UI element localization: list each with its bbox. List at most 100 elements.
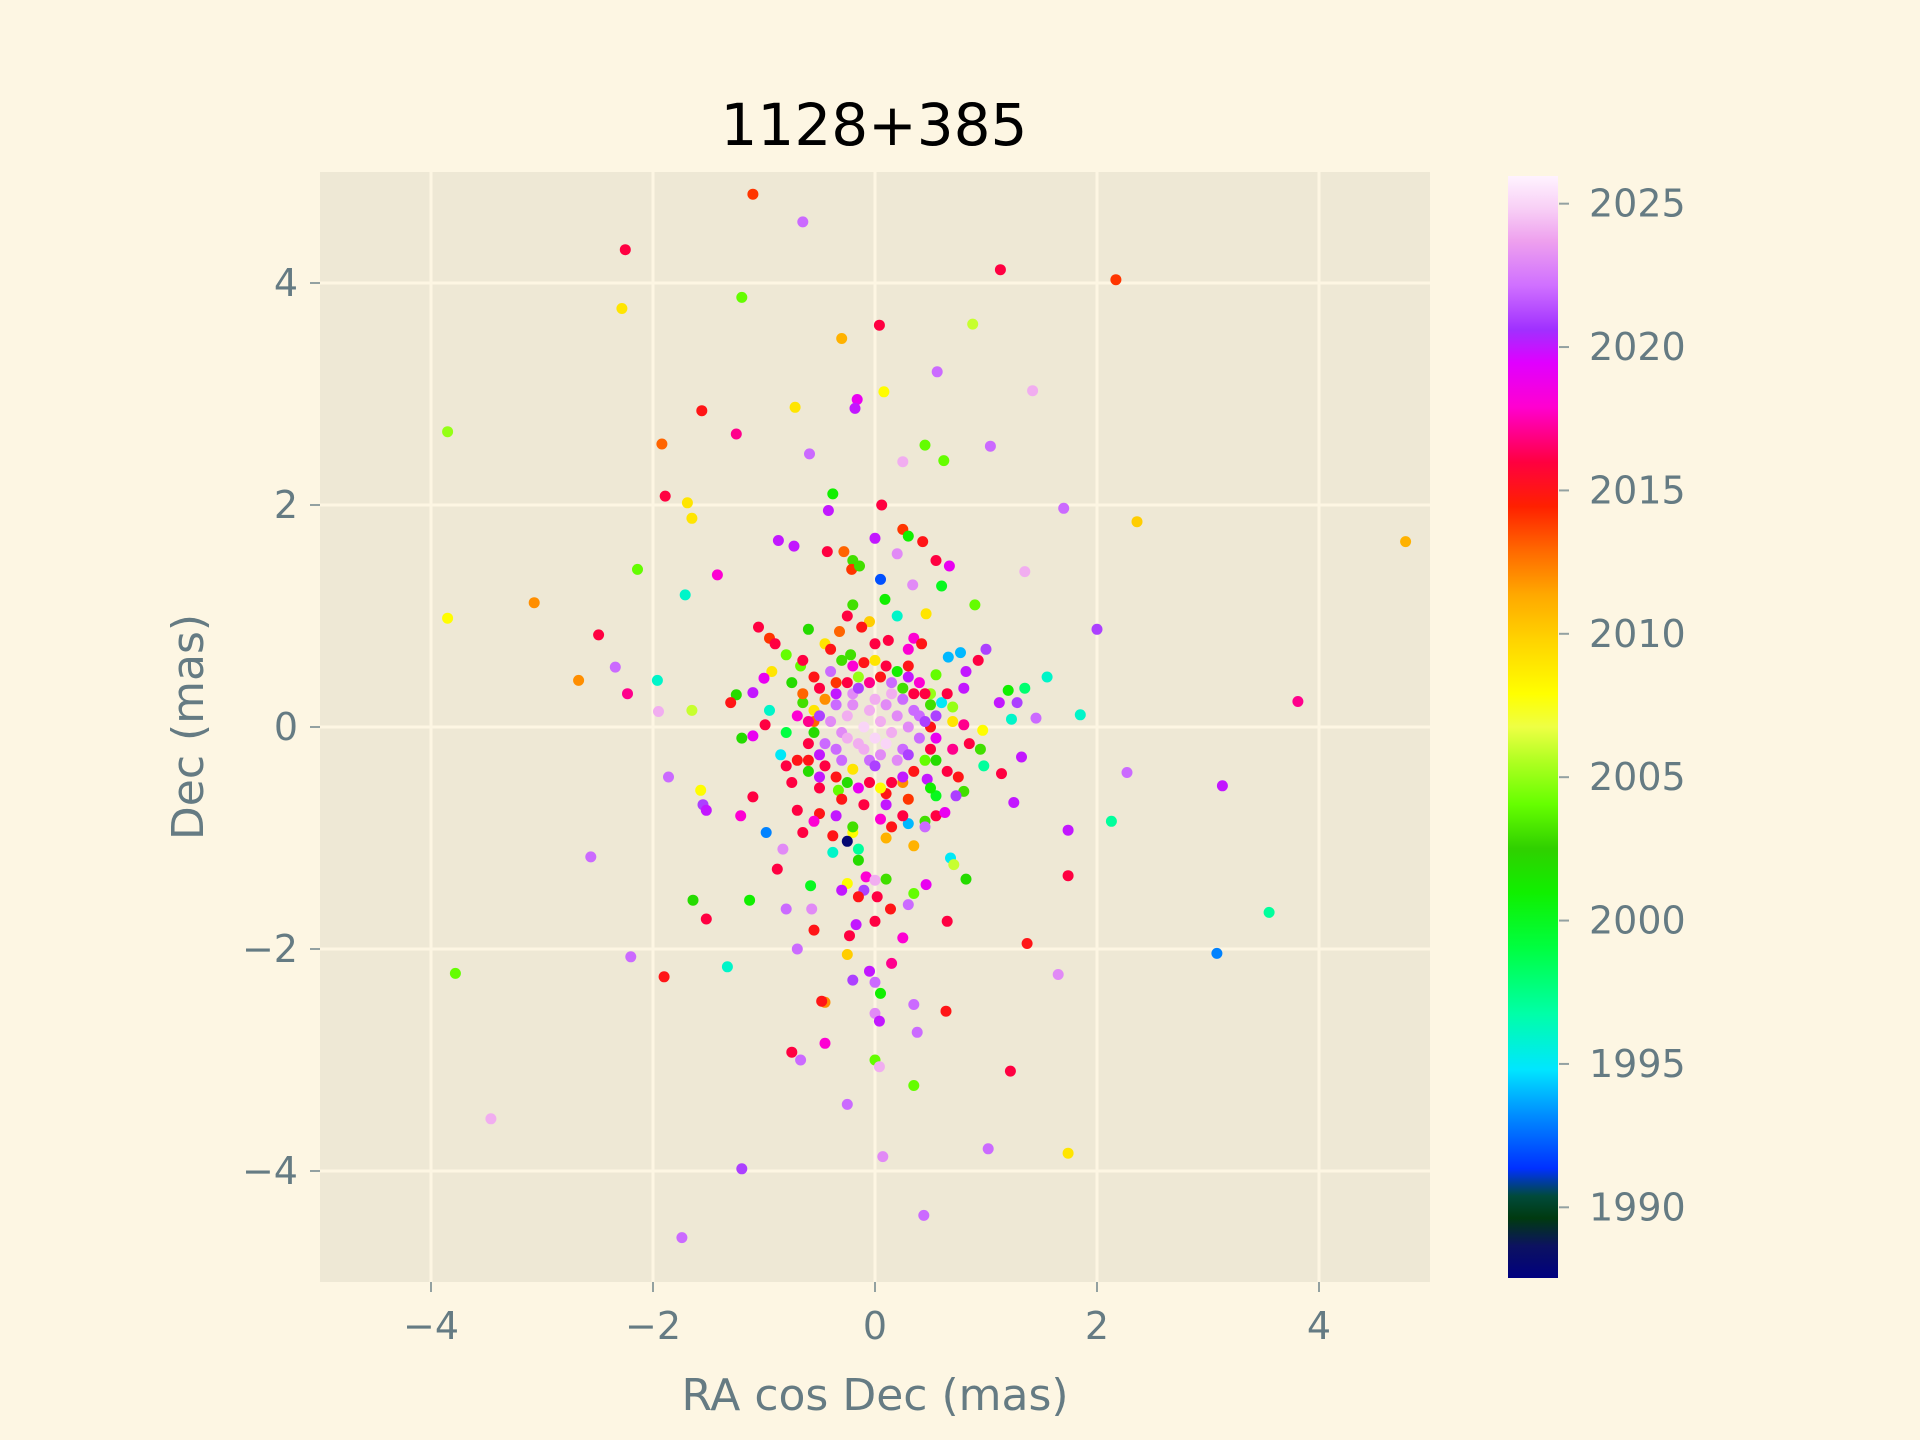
data-point: [955, 647, 966, 659]
data-point: [930, 754, 942, 766]
data-point: [930, 810, 942, 822]
data-point: [789, 401, 801, 413]
data-point: [573, 674, 585, 686]
data-point: [797, 827, 809, 838]
data-point: [913, 677, 925, 689]
data-point: [791, 943, 803, 955]
data-point: [902, 899, 914, 911]
data-point: [830, 688, 842, 700]
data-point: [622, 688, 633, 700]
data-point: [850, 919, 862, 931]
data-point: [919, 716, 931, 727]
data-point: [830, 810, 842, 822]
colorbar-tick-label: 2000: [1589, 899, 1686, 943]
x-tick-label: −2: [625, 1304, 681, 1348]
chart-title: 1128+385: [721, 91, 1028, 159]
data-point: [736, 732, 748, 744]
x-axis-label: RA cos Dec (mas): [681, 1370, 1068, 1421]
data-point: [858, 799, 870, 811]
data-point: [845, 649, 857, 661]
data-point: [1011, 697, 1023, 709]
data-point: [725, 697, 737, 709]
data-point: [972, 654, 984, 666]
data-point: [802, 716, 814, 727]
data-point: [1062, 870, 1074, 882]
data-point: [902, 660, 914, 672]
data-point: [696, 405, 708, 417]
data-point: [1019, 566, 1031, 578]
data-point: [841, 732, 853, 744]
data-point: [836, 754, 848, 766]
data-point: [744, 894, 756, 906]
data-point: [936, 580, 948, 592]
data-point: [825, 666, 837, 677]
data-point: [841, 710, 853, 722]
data-point: [875, 749, 886, 761]
data-point: [897, 932, 909, 944]
data-point: [819, 738, 831, 750]
data-point: [852, 682, 864, 694]
data-point: [686, 704, 698, 716]
data-point: [1091, 623, 1103, 635]
data-point: [819, 760, 831, 772]
data-point: [919, 754, 931, 766]
data-point: [897, 693, 909, 705]
data-point: [841, 835, 853, 847]
x-tick-label: −4: [403, 1304, 459, 1348]
data-point: [941, 915, 953, 927]
data-point: [925, 782, 936, 794]
data-point: [766, 666, 778, 677]
data-point: [814, 710, 825, 722]
data-point: [736, 291, 748, 303]
data-point: [802, 738, 814, 750]
data-point: [864, 777, 875, 788]
colorbar-tick-label: 2020: [1589, 325, 1686, 369]
data-point: [869, 760, 881, 772]
data-point: [808, 671, 820, 683]
data-point: [786, 1046, 798, 1058]
data-point: [1216, 780, 1228, 792]
data-point: [879, 593, 891, 605]
data-point: [891, 610, 903, 622]
data-point: [880, 738, 892, 750]
data-point: [980, 643, 992, 655]
data-point: [695, 784, 707, 796]
data-point: [869, 976, 881, 988]
data-point: [747, 687, 759, 699]
data-point: [808, 815, 820, 827]
data-point: [897, 810, 909, 822]
data-point: [686, 512, 698, 524]
data-point: [825, 643, 837, 655]
data-point: [897, 456, 909, 468]
data-point: [885, 903, 896, 915]
data-point: [847, 763, 859, 775]
data-point: [814, 749, 825, 761]
data-point: [830, 771, 842, 783]
data-point: [856, 621, 868, 633]
data-point: [880, 832, 892, 844]
data-point: [911, 1026, 923, 1038]
data-point: [858, 721, 870, 733]
data-point: [841, 949, 853, 960]
data-point: [1110, 274, 1122, 286]
data-point: [847, 974, 859, 986]
data-point: [777, 843, 789, 855]
data-point: [1006, 713, 1017, 725]
data-point: [805, 880, 817, 892]
data-point: [449, 967, 461, 979]
data-point: [921, 773, 933, 785]
data-point: [930, 669, 942, 681]
data-point: [869, 532, 881, 544]
data-point: [700, 804, 712, 816]
data-point: [852, 891, 864, 903]
data-point: [847, 599, 859, 611]
data-point: [886, 957, 898, 969]
data-point: [836, 654, 848, 666]
data-point: [747, 791, 759, 803]
data-point: [886, 677, 898, 689]
data-point: [919, 821, 931, 833]
data-point: [797, 697, 809, 709]
data-point: [830, 677, 842, 689]
data-point: [880, 660, 892, 672]
